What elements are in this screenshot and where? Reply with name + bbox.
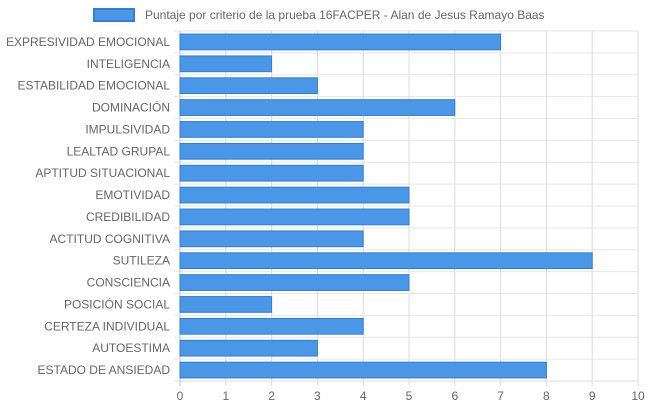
x-tick-label: 8 xyxy=(543,389,550,403)
x-tick-label: 6 xyxy=(451,389,458,403)
category-label: APTITUD SITUACIONAL xyxy=(35,166,170,180)
x-tick-label: 7 xyxy=(497,389,504,403)
category-label: EXPRESIVIDAD EMOCIONAL xyxy=(6,35,170,49)
bar[interactable] xyxy=(179,99,456,116)
category-label: IMPULSIVIDAD xyxy=(85,122,170,136)
category-label: DOMINACIÓN xyxy=(92,100,170,115)
bar[interactable] xyxy=(179,274,410,291)
bar[interactable] xyxy=(179,33,502,51)
x-tick-label: 3 xyxy=(314,389,321,403)
category-label: EMOTIVIDAD xyxy=(95,188,170,202)
category-label: CONSCIENCIA xyxy=(87,276,170,290)
category-label: CERTEZA INDIVIDUAL xyxy=(44,319,170,333)
chart-legend[interactable]: Puntaje por criterio de la prueba 16FACP… xyxy=(93,6,545,24)
category-label: SUTILEZA xyxy=(113,254,170,268)
category-label: CREDIBILIDAD xyxy=(86,210,170,224)
x-tick-label: 4 xyxy=(360,389,367,403)
bar[interactable] xyxy=(179,164,364,182)
category-label: ESTADO DE ANSIEDAD xyxy=(38,363,171,377)
category-label: POSICIÓN SOCIAL xyxy=(64,296,170,311)
x-tick-label: 5 xyxy=(406,389,413,403)
bar[interactable] xyxy=(179,142,364,160)
x-tick-label: 1 xyxy=(222,389,229,403)
x-tick-label: 2 xyxy=(268,389,275,403)
category-label: LEALTAD GRUPAL xyxy=(67,144,171,158)
x-tick-label: 9 xyxy=(589,389,596,403)
bar[interactable] xyxy=(179,317,364,335)
category-label: ESTABILIDAD EMOCIONAL xyxy=(18,79,171,93)
bar[interactable] xyxy=(179,55,273,73)
category-label: AUTOESTIMA xyxy=(92,341,170,355)
x-tick-label: 0 xyxy=(177,389,184,403)
bar[interactable] xyxy=(179,230,364,248)
bar[interactable] xyxy=(179,186,410,204)
category-label: ACTITUD COGNITIVA xyxy=(50,232,170,246)
legend-swatch xyxy=(93,8,135,22)
bar[interactable] xyxy=(179,339,318,357)
bar[interactable] xyxy=(179,208,410,226)
bar[interactable] xyxy=(179,77,318,95)
x-tick-label: 10 xyxy=(631,389,645,403)
bar[interactable] xyxy=(179,296,273,313)
bar[interactable] xyxy=(179,121,364,138)
bar[interactable] xyxy=(179,361,547,379)
legend-label: Puntaje por criterio de la prueba 16FACP… xyxy=(145,8,545,22)
bar[interactable] xyxy=(179,252,593,270)
category-label: INTELIGENCIA xyxy=(87,57,170,71)
